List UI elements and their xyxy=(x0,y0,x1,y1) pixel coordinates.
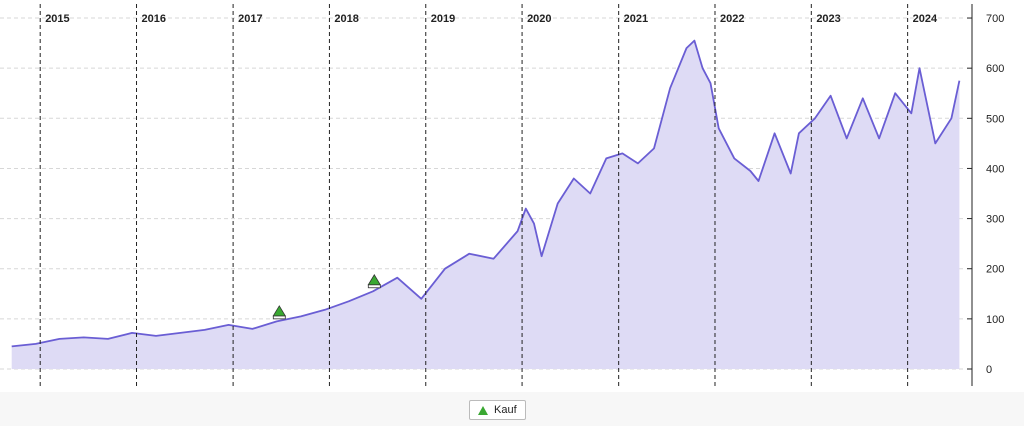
legend[interactable]: Kauf xyxy=(469,400,526,420)
price-line[interactable] xyxy=(11,39,961,348)
price-area xyxy=(11,40,960,369)
year-label-2022: 2022 xyxy=(720,13,744,25)
year-label-2024: 2024 xyxy=(913,13,938,25)
y-tick-label-300: 300 xyxy=(986,214,1004,226)
buy-marker-2[interactable] xyxy=(367,273,382,289)
y-tick-label-200: 200 xyxy=(986,264,1004,276)
year-label-2018: 2018 xyxy=(334,13,358,25)
year-label-2020: 2020 xyxy=(527,13,551,25)
year-label-2021: 2021 xyxy=(624,13,648,25)
legend-buy-label: Kauf xyxy=(494,404,517,416)
year-label-2015: 2015 xyxy=(45,13,69,25)
y-tick-label-100: 100 xyxy=(986,314,1004,326)
buy-marker-1[interactable] xyxy=(272,305,286,320)
y-tick-label-700: 700 xyxy=(986,13,1004,25)
y-tick-label-0: 0 xyxy=(986,364,992,376)
year-label-2016: 2016 xyxy=(142,13,166,25)
y-tick-label-600: 600 xyxy=(986,63,1004,75)
year-label-2023: 2023 xyxy=(816,13,840,25)
year-label-2019: 2019 xyxy=(431,13,455,25)
green-triangle-up-icon xyxy=(478,405,488,415)
y-tick-label-400: 400 xyxy=(986,163,1004,175)
year-label-2017: 2017 xyxy=(238,13,262,25)
y-tick-label-500: 500 xyxy=(986,113,1004,125)
